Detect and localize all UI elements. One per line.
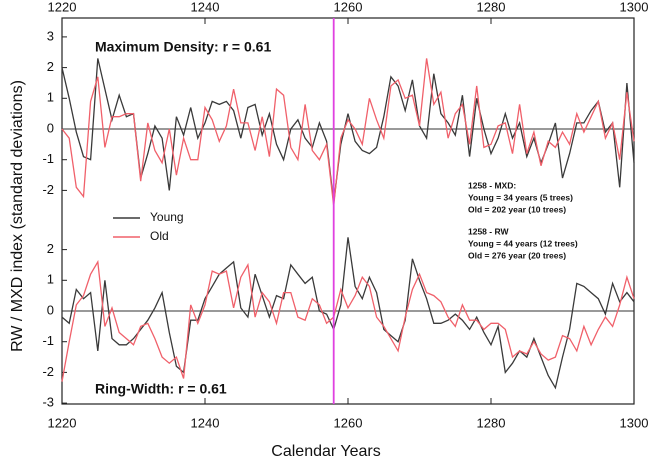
- x-tick-label: 1240: [191, 415, 220, 430]
- x-axis-label: Calendar Years: [271, 443, 380, 460]
- x-tick-label: 1260: [334, 0, 363, 14]
- y-tick-label: 1: [47, 272, 54, 287]
- x-tick-label: 1220: [48, 415, 77, 430]
- x-tick-label: 1300: [620, 415, 649, 430]
- y-tick-label: 2: [47, 59, 54, 74]
- x-tick-label: 1280: [477, 0, 506, 14]
- annotation: Young = 44 years (12 trees): [468, 238, 578, 248]
- y-tick-label: 3: [47, 28, 54, 43]
- legend-label: Young: [150, 210, 184, 224]
- series-line: [61, 259, 635, 382]
- y-axis-label: RW / MXD index (standard deviations): [9, 80, 26, 352]
- x-tick-label: 1220: [48, 0, 77, 14]
- y-tick-label: -1: [42, 333, 54, 348]
- annotation: Old = 202 year (10 trees): [468, 204, 566, 214]
- y-tick-label: 0: [47, 302, 54, 317]
- x-tick-label: 1280: [477, 415, 506, 430]
- annotation: 1258 - RW: [468, 226, 509, 236]
- series-line: [61, 58, 635, 206]
- panel-title: Maximum Density: r = 0.61: [95, 39, 271, 55]
- panel-title: Ring-Width: r = 0.61: [95, 381, 227, 397]
- y-tick-label: 0: [47, 120, 54, 135]
- y-tick-label: -2: [42, 182, 54, 197]
- y-tick-label: 2: [47, 241, 54, 256]
- series-line: [61, 58, 635, 203]
- x-tick-label: 1260: [334, 415, 363, 430]
- annotation: Old = 276 year (20 trees): [468, 250, 566, 260]
- annotation: Young = 34 years (5 trees): [468, 192, 573, 202]
- y-tick-label: -1: [42, 151, 54, 166]
- annotation: 1258 - MXD:: [468, 180, 516, 190]
- y-tick-label: 1: [47, 90, 54, 105]
- x-tick-label: 1240: [191, 0, 220, 14]
- x-tick-label: 1300: [620, 0, 649, 14]
- y-tick-label: -3: [42, 395, 54, 410]
- y-tick-label: -2: [42, 364, 54, 379]
- legend-label: Old: [150, 229, 169, 243]
